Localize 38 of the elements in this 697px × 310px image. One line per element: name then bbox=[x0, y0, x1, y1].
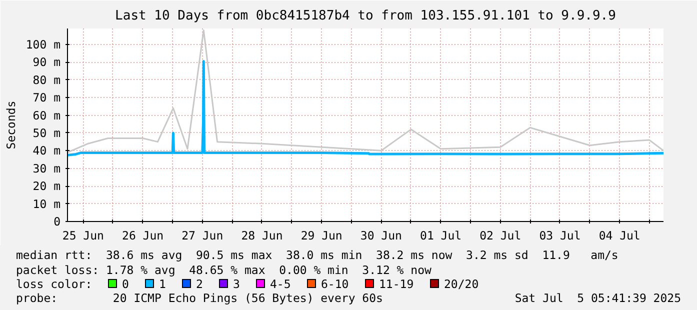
legend-label: 3 bbox=[233, 277, 240, 291]
x-tick-label: 29 Jun bbox=[300, 228, 342, 242]
x-tick-label: 25 Jun bbox=[62, 228, 104, 242]
y-tick-label: 60 m bbox=[32, 108, 61, 122]
y-tick-label: 30 m bbox=[32, 161, 61, 176]
legend-label: 4-5 bbox=[270, 277, 291, 291]
x-tick-label: 27 Jun bbox=[182, 228, 224, 242]
line-series bbox=[68, 60, 664, 156]
y-tick-label: 40 m bbox=[32, 144, 61, 158]
legend-title: loss color: bbox=[16, 277, 92, 291]
text: Sat Jul 5 05:41:39 2025 bbox=[514, 291, 681, 305]
text: packet loss: 1.78 % avg 48.65 % max 0.00 % min 3.12 % now bbox=[16, 263, 432, 277]
y-tick-label: 10 m bbox=[32, 196, 61, 211]
y-tick-label: 80 m bbox=[32, 72, 61, 87]
y-tick-label: 0 bbox=[54, 214, 61, 228]
y-tick-label: 100 m bbox=[26, 37, 61, 52]
y-tick-label: 50 m bbox=[32, 126, 61, 140]
legend-label: 1 bbox=[159, 277, 166, 291]
legend-label: 0 bbox=[122, 277, 129, 291]
line-series bbox=[68, 30, 664, 154]
x-tick-label: 26 Jun bbox=[122, 228, 164, 242]
x-tick-label: 02 Jul bbox=[480, 228, 522, 242]
y-tick-label: 70 m bbox=[32, 90, 61, 105]
y-tick-label: 90 m bbox=[32, 55, 61, 70]
y-tick-label: 20 m bbox=[32, 179, 61, 194]
text: median rtt: 38.6 ms avg 90.5 ms max 38.0 ms min 38.2 ms now 3.2 ms sd 11.9 am/s bbox=[16, 248, 618, 262]
legend-label: 20/20 bbox=[444, 277, 479, 291]
x-tick-label: 01 Jul bbox=[420, 228, 462, 242]
chart-title: Last 10 Days from 0bc8415187b4 to from 103.155.91.101 to 9.9.9.9 bbox=[115, 8, 616, 24]
x-tick-label: 30 Jun bbox=[360, 228, 402, 242]
legend-label: 2 bbox=[196, 277, 203, 291]
x-tick-label: 03 Jul bbox=[539, 228, 581, 242]
text: probe: 20 ICMP Echo Pings (56 Bytes) every 60s bbox=[16, 291, 383, 305]
legend-label: 11-19 bbox=[379, 277, 414, 291]
x-tick-label: 04 Jul bbox=[598, 228, 640, 242]
x-tick-label: 28 Jun bbox=[241, 228, 283, 242]
y-axis-title: Seconds bbox=[4, 100, 18, 150]
legend-label: 6-10 bbox=[321, 277, 349, 291]
